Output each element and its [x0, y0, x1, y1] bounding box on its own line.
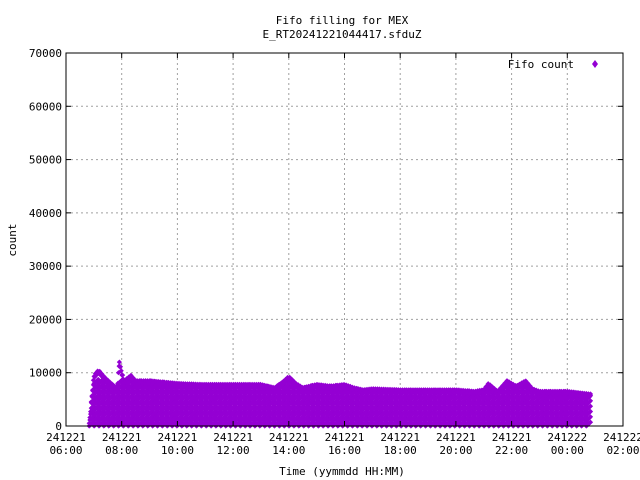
data-point	[118, 368, 124, 374]
data-point	[97, 368, 103, 374]
chart-subtitle: E_RT20241221044417.sfduZ	[263, 28, 422, 41]
data-point	[107, 379, 113, 385]
scatter-points	[86, 359, 594, 429]
data-point	[120, 372, 126, 378]
data-point	[99, 371, 105, 377]
data-point	[115, 370, 122, 376]
data-point	[94, 372, 100, 378]
data-point	[130, 375, 136, 381]
data-point	[105, 377, 111, 383]
chart-title: Fifo filling for MEX	[276, 14, 409, 27]
data-point	[128, 372, 134, 378]
grid-lines	[66, 53, 623, 426]
data-point	[117, 364, 124, 370]
data-point	[287, 374, 293, 380]
data-point	[271, 387, 277, 393]
